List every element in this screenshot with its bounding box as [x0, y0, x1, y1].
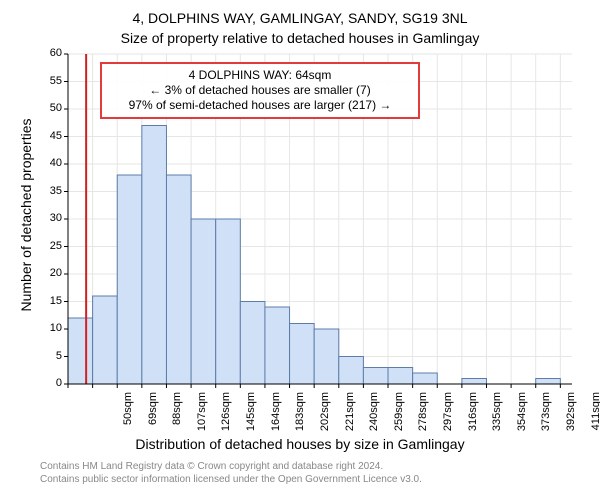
y-tick-label: 30: [34, 212, 62, 224]
y-tick-label: 35: [34, 185, 62, 197]
y-tick-label: 25: [34, 240, 62, 252]
x-tick-label: 316sqm: [467, 392, 479, 442]
x-tick-label: 88sqm: [171, 392, 183, 442]
histogram-bar: [68, 318, 93, 384]
attribution-text: Contains HM Land Registry data © Crown c…: [40, 460, 422, 486]
x-tick-label: 126sqm: [220, 392, 232, 442]
histogram-bar: [240, 302, 265, 385]
histogram-bar: [117, 175, 142, 384]
y-tick-label: 5: [34, 350, 62, 362]
chart-container: { "titles": { "line1": "4, DOLPHINS WAY,…: [0, 0, 600, 500]
histogram-bar: [93, 296, 118, 384]
callout-line-2: ← 3% of detached houses are smaller (7): [106, 83, 414, 98]
x-tick-label: 145sqm: [245, 392, 257, 442]
x-tick-label: 202sqm: [319, 392, 331, 442]
x-tick-label: 335sqm: [491, 392, 503, 442]
x-tick-label: 354sqm: [516, 392, 528, 442]
histogram-bar: [363, 368, 388, 385]
x-tick-label: 392sqm: [565, 392, 577, 442]
x-tick-label: 221sqm: [344, 392, 356, 442]
histogram-bar: [462, 379, 487, 385]
x-tick-label: 69sqm: [147, 392, 159, 442]
histogram-bar: [413, 373, 438, 384]
y-tick-label: 15: [34, 295, 62, 307]
callout-line-1: 4 DOLPHINS WAY: 64sqm: [106, 68, 414, 83]
histogram-bar: [388, 368, 413, 385]
x-axis-label: Distribution of detached houses by size …: [0, 436, 600, 452]
histogram-bar: [314, 329, 339, 384]
histogram-bar: [191, 219, 216, 384]
y-tick-label: 20: [34, 267, 62, 279]
histogram-bar: [216, 219, 241, 384]
histogram-bar: [290, 324, 315, 385]
histogram-bar: [339, 357, 364, 385]
x-tick-label: 373sqm: [540, 392, 552, 442]
attribution-line-2: Contains public sector information licen…: [40, 473, 422, 486]
x-tick-label: 107sqm: [196, 392, 208, 442]
y-tick-label: 10: [34, 322, 62, 334]
y-tick-label: 50: [34, 102, 62, 114]
callout-box: 4 DOLPHINS WAY: 64sqm ← 3% of detached h…: [100, 62, 420, 119]
x-tick-label: 164sqm: [270, 392, 282, 442]
y-tick-label: 40: [34, 157, 62, 169]
histogram-bar: [142, 126, 167, 385]
y-tick-label: 60: [34, 47, 62, 59]
y-axis-label: Number of detached properties: [18, 50, 34, 380]
x-tick-label: 278sqm: [417, 392, 429, 442]
y-tick-label: 55: [34, 75, 62, 87]
histogram-bar: [166, 175, 191, 384]
attribution-line-1: Contains HM Land Registry data © Crown c…: [40, 460, 422, 473]
y-tick-label: 45: [34, 130, 62, 142]
x-tick-label: 297sqm: [442, 392, 454, 442]
x-tick-label: 240sqm: [368, 392, 380, 442]
x-tick-label: 183sqm: [294, 392, 306, 442]
histogram-bar: [265, 307, 290, 384]
y-tick-label: 0: [34, 377, 62, 389]
x-tick-label: 50sqm: [122, 392, 134, 442]
callout-line-3: 97% of semi-detached houses are larger (…: [106, 98, 414, 113]
x-tick-label: 411sqm: [590, 392, 600, 442]
histogram-bar: [536, 379, 561, 385]
x-tick-label: 259sqm: [393, 392, 405, 442]
